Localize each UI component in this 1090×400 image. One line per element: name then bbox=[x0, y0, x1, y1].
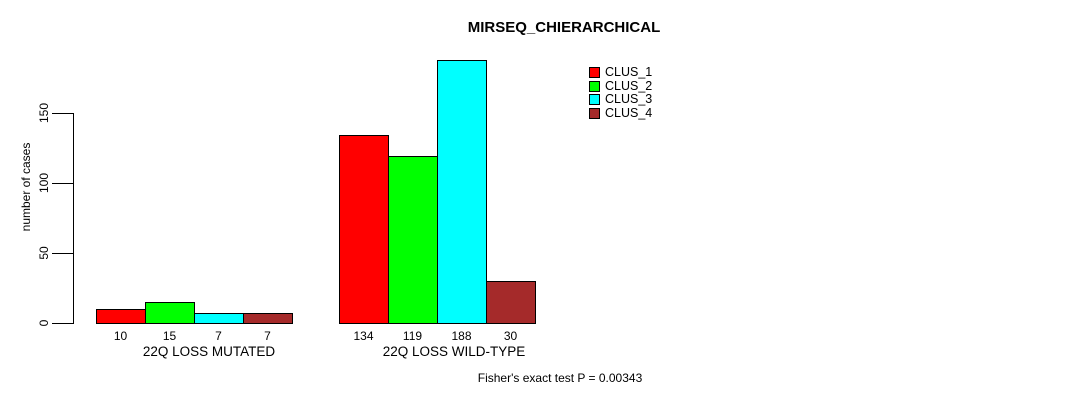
bar-clus_2-group1 bbox=[145, 302, 195, 324]
bar-value-label: 7 bbox=[264, 329, 271, 343]
y-axis-tick-label: 50 bbox=[37, 246, 51, 260]
legend-item-clus_2: CLUS_2 bbox=[589, 78, 653, 94]
legend-item-clus_4: CLUS_4 bbox=[589, 105, 653, 121]
bar-value-label: 7 bbox=[215, 329, 222, 343]
bar-clus_1-group1 bbox=[96, 309, 146, 324]
legend-label: CLUS_3 bbox=[605, 92, 653, 107]
y-axis-tick-label: 0 bbox=[37, 319, 51, 327]
legend-swatch-icon bbox=[589, 80, 600, 92]
legend-swatch-icon bbox=[589, 107, 600, 119]
bar-value-label: 30 bbox=[503, 329, 518, 343]
bar-clus_3-group2 bbox=[437, 60, 487, 324]
bar-value-label: 119 bbox=[402, 329, 423, 343]
bar-value-label: 10 bbox=[113, 329, 128, 343]
y-axis-tick bbox=[52, 323, 73, 324]
legend-item-clus_1: CLUS_1 bbox=[589, 66, 652, 80]
legend-label: CLUS_2 bbox=[605, 78, 653, 93]
y-axis-tick bbox=[52, 183, 73, 184]
legend-item-clus_3: CLUS_3 bbox=[589, 93, 652, 107]
y-axis-label: number of cases bbox=[19, 142, 33, 232]
bar-clus_3-group1 bbox=[194, 313, 244, 324]
y-axis-line bbox=[73, 113, 74, 324]
y-axis-tick bbox=[52, 253, 73, 254]
legend: CLUS_1 CLUS_2 CLUS_3 CLUS_4 bbox=[589, 66, 652, 120]
legend-label: CLUS_1 bbox=[605, 65, 653, 80]
y-axis-tick-label: 100 bbox=[37, 172, 51, 194]
y-axis-tick-label: 150 bbox=[37, 102, 51, 124]
legend-swatch-icon bbox=[589, 94, 600, 106]
y-axis-tick bbox=[52, 113, 73, 114]
bar-clus_4-group2 bbox=[486, 281, 536, 324]
category-label: 22Q LOSS MUTATED bbox=[142, 344, 276, 359]
annotation-fisher-test: Fisher's exact test P = 0.00343 bbox=[477, 371, 643, 385]
bar-clus_1-group2 bbox=[339, 135, 389, 324]
legend-label: CLUS_4 bbox=[605, 105, 653, 120]
bar-clus_2-group2 bbox=[388, 156, 438, 324]
bar-clus_4-group1 bbox=[243, 313, 293, 324]
legend-swatch-icon bbox=[589, 67, 600, 79]
bar-value-label: 188 bbox=[451, 329, 472, 343]
category-label: 22Q LOSS WILD-TYPE bbox=[382, 344, 526, 359]
bar-value-label: 15 bbox=[162, 329, 177, 343]
bar-value-label: 134 bbox=[353, 329, 374, 343]
chart-title: MIRSEQ_CHIERARCHICAL bbox=[467, 19, 661, 36]
